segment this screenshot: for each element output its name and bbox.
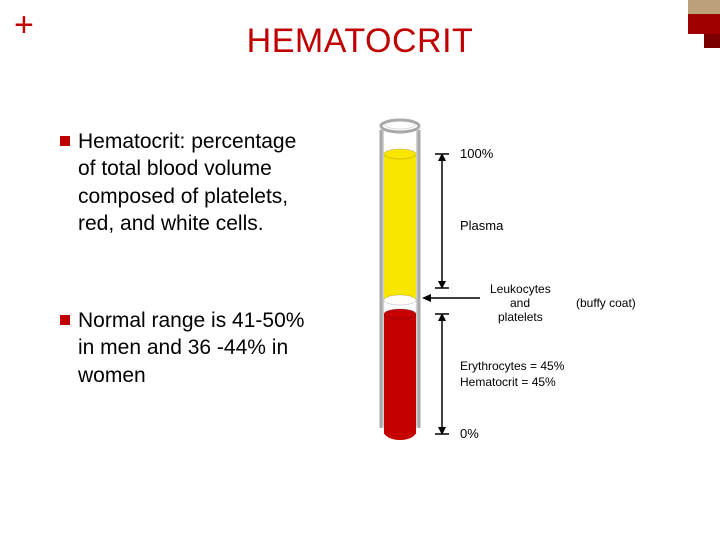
bullet-text: Normal range is 41-50% in men and 36 -44…	[78, 307, 310, 389]
page-title: HEMATOCRIT	[0, 22, 720, 61]
svg-text:Erythrocytes = 45%: Erythrocytes = 45%	[460, 359, 565, 373]
list-item: Normal range is 41-50% in men and 36 -44…	[60, 307, 310, 389]
svg-text:0%: 0%	[460, 426, 479, 441]
svg-text:(buffy coat): (buffy coat)	[576, 296, 636, 310]
svg-text:Hematocrit = 45%: Hematocrit = 45%	[460, 375, 556, 389]
bullet-marker-icon	[60, 315, 70, 325]
bullet-text: Hematocrit: percentage of total blood vo…	[78, 128, 310, 237]
svg-text:Leukocytes: Leukocytes	[490, 282, 551, 296]
svg-text:platelets: platelets	[498, 310, 543, 324]
hematocrit-diagram: 100% Plasma Leukocytesandplatelets (buffy c…	[350, 112, 690, 492]
bullet-list: Hematocrit: percentage of total blood vo…	[60, 128, 310, 459]
svg-text:Plasma: Plasma	[460, 218, 504, 233]
list-item: Hematocrit: percentage of total blood vo…	[60, 128, 310, 237]
svg-text:100%: 100%	[460, 146, 494, 161]
svg-text:and: and	[510, 296, 530, 310]
bullet-marker-icon	[60, 136, 70, 146]
